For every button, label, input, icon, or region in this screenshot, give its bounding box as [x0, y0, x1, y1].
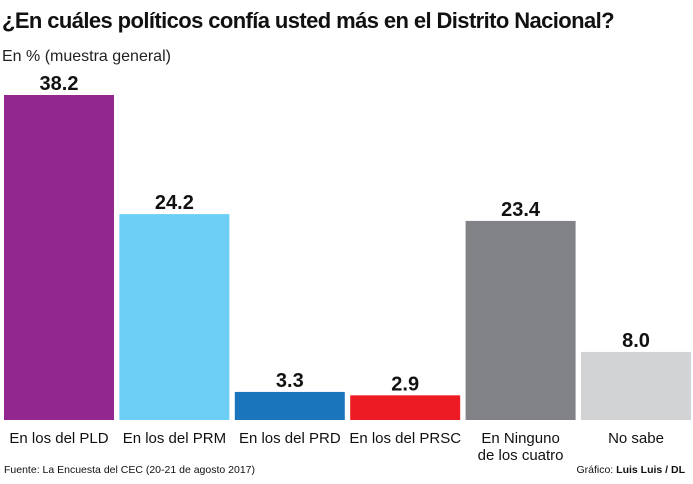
credit-note: Gráfico: Luis Luis / DL	[576, 464, 685, 476]
bar	[581, 351, 691, 420]
category-label: En Ninguno	[481, 430, 559, 447]
bar	[234, 391, 345, 420]
credit-prefix: Gráfico:	[576, 464, 617, 476]
bar	[350, 395, 461, 420]
bar	[119, 214, 230, 420]
data-label: 8.0	[622, 330, 650, 352]
data-label: 24.2	[155, 192, 194, 214]
category-label: No sabe	[608, 430, 664, 447]
category-label: En los del PRD	[239, 430, 341, 447]
category-label: En los del PLD	[9, 430, 108, 447]
chart-subtitle: En % (muestra general)	[2, 48, 171, 65]
bar	[465, 220, 576, 420]
category-label: En los del PRM	[123, 430, 226, 447]
bar	[4, 95, 114, 420]
category-label: En los del PRSC	[349, 430, 461, 447]
data-label: 38.2	[40, 73, 79, 95]
credit-name: Luis Luis / DL	[616, 464, 685, 476]
category-label: de los cuatro	[478, 447, 564, 464]
chart-title: ¿En cuáles políticos confía usted más en…	[2, 8, 615, 33]
data-label: 2.9	[391, 373, 419, 395]
source-note: Fuente: La Encuesta del CEC (20-21 de ag…	[4, 464, 255, 476]
data-label: 23.4	[501, 199, 541, 221]
data-label: 3.3	[276, 370, 304, 392]
